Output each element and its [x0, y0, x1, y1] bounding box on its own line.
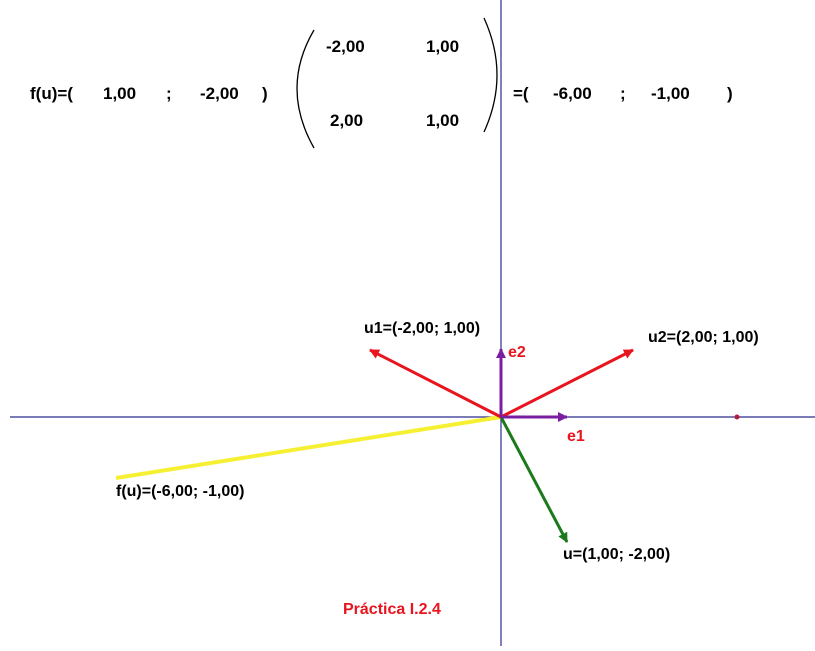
matrix-right-paren: [483, 17, 498, 133]
label-u: u=(1,00; -2,00): [563, 546, 670, 563]
matrix-a11: -2,00: [326, 37, 365, 56]
equation-rhs-open: =(: [513, 84, 529, 103]
label-e1: e1: [567, 428, 585, 445]
axis-dot: [734, 414, 740, 420]
matrix-a22: 1,00: [426, 111, 459, 130]
label-u1: u1=(-2,00; 1,00): [364, 320, 480, 337]
equation-rhs-separator: ;: [620, 84, 626, 103]
equation-u-x: 1,00: [103, 84, 136, 103]
equation-fu-x: -6,00: [553, 84, 592, 103]
equation-u-y: -2,00: [200, 84, 239, 103]
vector-u: [499, 416, 569, 543]
vector-u2: [500, 348, 634, 419]
equation-rhs-close: ): [727, 84, 733, 103]
equation-close: ): [262, 84, 268, 103]
matrix-left-paren: [296, 29, 315, 149]
label-fu: f(u)=(-6,00; -1,00): [116, 483, 244, 500]
vector-u1: [369, 348, 502, 419]
matrix-a21: 2,00: [330, 111, 363, 130]
label-e2: e2: [508, 344, 526, 361]
equation-lhs: f(u)=(: [30, 84, 73, 103]
vector-fu: [115, 415, 502, 480]
equation-separator: ;: [166, 84, 172, 103]
label-u2: u2=(2,00; 1,00): [648, 329, 759, 346]
caption: Práctica I.2.4: [343, 601, 441, 618]
matrix-a12: 1,00: [426, 37, 459, 56]
equation-fu-y: -1,00: [651, 84, 690, 103]
